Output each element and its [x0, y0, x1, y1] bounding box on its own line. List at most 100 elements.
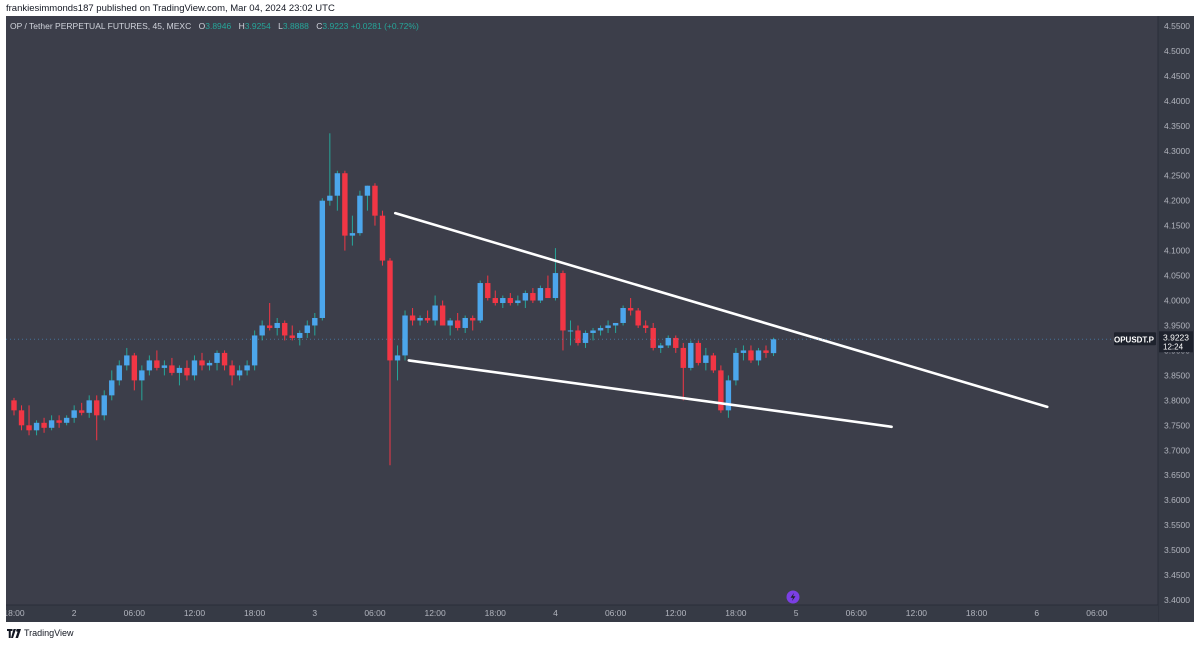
- candle-body[interactable]: [567, 330, 574, 332]
- candle-body[interactable]: [63, 417, 70, 423]
- candle-body[interactable]: [537, 288, 544, 301]
- candle-body[interactable]: [507, 298, 514, 304]
- candle-body[interactable]: [282, 322, 288, 336]
- candle-body[interactable]: [492, 298, 498, 304]
- candle-body[interactable]: [86, 400, 92, 413]
- candle-body[interactable]: [357, 195, 363, 234]
- candle-body[interactable]: [116, 365, 122, 381]
- candle-body[interactable]: [251, 335, 258, 366]
- candle-body[interactable]: [139, 370, 145, 381]
- candle-body[interactable]: [439, 305, 446, 326]
- candle-body[interactable]: [394, 355, 401, 361]
- candle-body[interactable]: [18, 410, 25, 426]
- candle-body[interactable]: [560, 273, 566, 331]
- candle-body[interactable]: [221, 352, 228, 366]
- candle-body[interactable]: [748, 350, 754, 361]
- candle-body[interactable]: [477, 283, 483, 321]
- candle-body[interactable]: [605, 325, 611, 328]
- candle-body[interactable]: [266, 325, 273, 328]
- candle-body[interactable]: [658, 345, 664, 348]
- trendline[interactable]: [407, 359, 893, 429]
- candle-body[interactable]: [41, 422, 47, 428]
- chart-area[interactable]: [6, 16, 1194, 622]
- candle-body[interactable]: [695, 342, 702, 363]
- candle-body[interactable]: [597, 327, 604, 331]
- candle-body[interactable]: [688, 342, 694, 368]
- candle-body[interactable]: [176, 367, 183, 373]
- candle-body[interactable]: [424, 317, 431, 321]
- candle-body[interactable]: [755, 350, 762, 361]
- candle-body[interactable]: [206, 362, 213, 366]
- candle-body[interactable]: [718, 370, 724, 411]
- candle-body[interactable]: [635, 310, 641, 326]
- candle-body[interactable]: [740, 350, 747, 353]
- candle-body[interactable]: [33, 422, 40, 431]
- candle-body[interactable]: [48, 420, 55, 428]
- candle-body[interactable]: [673, 337, 679, 348]
- candle-body[interactable]: [56, 420, 62, 423]
- candle-body[interactable]: [349, 233, 356, 236]
- candle-body[interactable]: [665, 337, 671, 346]
- candle-body[interactable]: [515, 300, 521, 304]
- candle-body[interactable]: [214, 352, 220, 363]
- candle-body[interactable]: [462, 317, 468, 328]
- candle-body[interactable]: [169, 365, 175, 373]
- candle-body[interactable]: [725, 380, 732, 411]
- candle-body[interactable]: [485, 283, 491, 299]
- candle-body[interactable]: [78, 410, 85, 413]
- candle-body[interactable]: [545, 288, 551, 299]
- candle-body[interactable]: [131, 355, 138, 381]
- candle-body[interactable]: [319, 200, 326, 318]
- candle-body[interactable]: [304, 325, 310, 333]
- trendline[interactable]: [393, 211, 1049, 409]
- candle-body[interactable]: [770, 339, 777, 354]
- candle-body[interactable]: [146, 360, 153, 371]
- candle-body[interactable]: [71, 410, 77, 418]
- candle-body[interactable]: [259, 325, 265, 336]
- candle-body[interactable]: [101, 395, 107, 416]
- candle-body[interactable]: [154, 360, 160, 368]
- candle-body[interactable]: [312, 317, 318, 326]
- time-axis[interactable]: [6, 605, 1158, 622]
- candle-body[interactable]: [199, 360, 205, 366]
- candle-body[interactable]: [184, 367, 190, 376]
- candle-body[interactable]: [710, 355, 717, 371]
- candle-body[interactable]: [417, 317, 423, 321]
- price-scale[interactable]: [1158, 16, 1194, 622]
- candle-body[interactable]: [124, 355, 130, 366]
- candle-body[interactable]: [500, 298, 506, 304]
- candle-body[interactable]: [387, 260, 393, 361]
- candle-body[interactable]: [650, 327, 656, 348]
- candle-body[interactable]: [552, 273, 559, 299]
- candle-body[interactable]: [379, 215, 386, 261]
- candle-body[interactable]: [244, 365, 250, 371]
- candle-body[interactable]: [161, 365, 168, 368]
- candle-body[interactable]: [627, 308, 634, 311]
- candle-body[interactable]: [109, 380, 115, 396]
- candle-body[interactable]: [364, 185, 371, 196]
- candle-body[interactable]: [590, 330, 596, 333]
- candle-body[interactable]: [94, 400, 100, 416]
- candle-body[interactable]: [409, 315, 416, 321]
- price-chart[interactable]: 4.5500 4.5000 4.4500 4.4000 4.3500 4.3000 4.25…: [6, 16, 1194, 622]
- candle-body[interactable]: [703, 355, 709, 363]
- candle-body[interactable]: [289, 335, 295, 338]
- candle-body[interactable]: [733, 352, 739, 381]
- candle-body[interactable]: [334, 173, 341, 196]
- candle-body[interactable]: [372, 185, 378, 216]
- candle-body[interactable]: [327, 195, 333, 201]
- candle-body[interactable]: [642, 325, 649, 328]
- candle-body[interactable]: [402, 315, 408, 356]
- candle-body[interactable]: [680, 347, 686, 368]
- candle-body[interactable]: [575, 330, 581, 343]
- candle-body[interactable]: [342, 173, 348, 236]
- brand[interactable]: TradingView: [7, 628, 74, 638]
- candle-body[interactable]: [26, 425, 32, 431]
- candle-body[interactable]: [297, 332, 303, 338]
- candle-body[interactable]: [582, 332, 589, 343]
- candle-body[interactable]: [236, 370, 243, 376]
- candle-body[interactable]: [470, 317, 476, 321]
- candle-body[interactable]: [522, 293, 529, 301]
- candle-body[interactable]: [530, 293, 536, 301]
- candle-body[interactable]: [447, 320, 453, 326]
